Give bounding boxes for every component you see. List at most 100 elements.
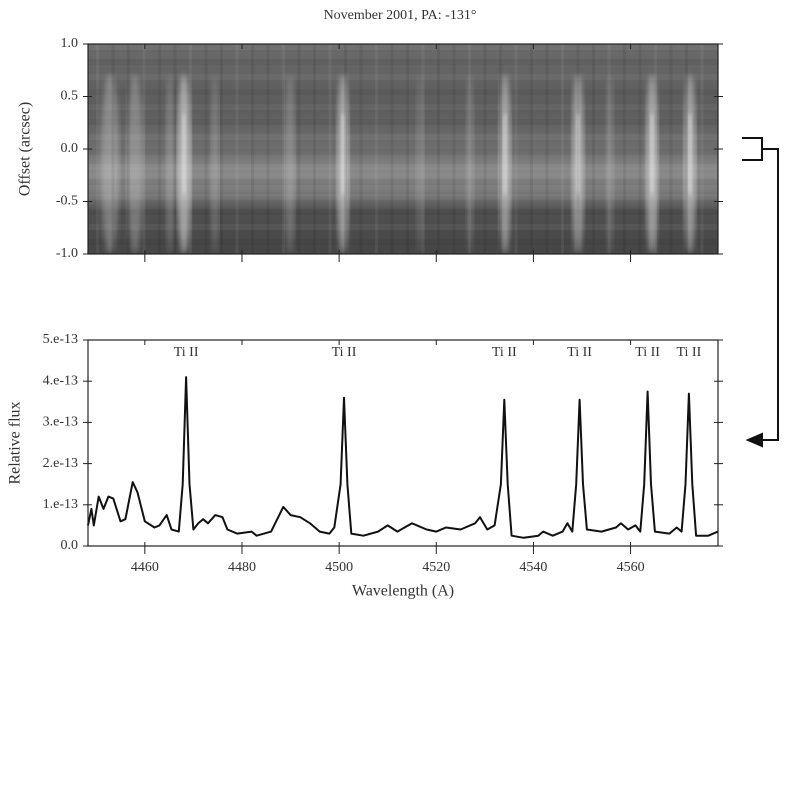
image-streak <box>466 74 474 254</box>
image-band <box>88 59 718 65</box>
image-streak-core <box>341 114 345 194</box>
image-band <box>88 104 718 110</box>
arrow-head <box>745 432 763 448</box>
x-tick-label: 4480 <box>228 560 256 575</box>
image-streak <box>606 74 614 254</box>
image-streak-faint <box>545 44 549 254</box>
y-tick-label: 3.e-13 <box>43 415 78 430</box>
image-streak-faint <box>452 44 456 254</box>
image-streak-faint <box>282 44 285 254</box>
image-band <box>88 149 718 155</box>
image-streak-faint <box>142 44 146 254</box>
image-streak-faint <box>514 44 518 254</box>
line-annotation: Ti II <box>332 345 357 360</box>
image-streak-faint <box>654 44 657 254</box>
image-streak-faint <box>313 44 316 254</box>
y-tick-label: -0.5 <box>56 194 78 209</box>
y-tick-label: -1.0 <box>56 246 78 261</box>
y-tick-label: 4.e-13 <box>43 373 78 388</box>
y-tick-label: 0.5 <box>61 89 79 104</box>
image-streak-faint <box>576 44 580 254</box>
image-streak-core <box>688 114 692 194</box>
image-streak-faint <box>266 44 270 254</box>
image-streak-faint <box>530 44 533 254</box>
image-streak-faint <box>406 44 409 254</box>
x-tick-label: 4560 <box>617 560 645 575</box>
image-band <box>88 179 718 185</box>
image-streak-faint <box>251 44 254 254</box>
image-band <box>88 134 718 140</box>
y-tick-label: 0.0 <box>61 538 79 553</box>
spectral-image <box>88 44 718 254</box>
image-streak-faint <box>390 44 394 254</box>
x-tick-label: 4540 <box>519 560 547 575</box>
plot-frame <box>87 339 719 547</box>
image-streak-core <box>503 114 507 194</box>
image-streak-faint <box>127 44 130 254</box>
image-streak-faint <box>344 44 347 254</box>
image-band <box>88 44 718 50</box>
image-band <box>88 119 718 125</box>
image-streak-faint <box>421 44 425 254</box>
image-streak-faint <box>220 44 223 254</box>
image-band <box>88 164 718 170</box>
image-streak-core <box>576 114 580 194</box>
x-tick-label: 4500 <box>325 560 353 575</box>
y-tick-label: 5.e-13 <box>43 332 78 347</box>
image-streak <box>285 74 295 254</box>
bracket-arrow <box>742 137 779 448</box>
image-streak-faint <box>158 44 161 254</box>
line-annotation: Ti II <box>492 345 517 360</box>
image-streak-faint <box>638 44 642 254</box>
line-annotation: Ti II <box>174 345 199 360</box>
x-tick-label: 4460 <box>131 560 159 575</box>
x-axis-label: Wavelength (A) <box>352 583 454 600</box>
line-annotation: Ti II <box>635 345 660 360</box>
image-band <box>88 224 718 230</box>
image-streak-core <box>650 114 654 194</box>
image-streak <box>166 74 174 254</box>
image-streak <box>416 74 424 254</box>
x-tick-label: 4520 <box>422 560 450 575</box>
image-streak-faint <box>111 44 115 254</box>
image-band <box>88 239 718 245</box>
image-streak-core <box>182 114 186 194</box>
image-streak-faint <box>685 44 688 254</box>
line-annotation: Ti II <box>676 345 701 360</box>
image-band <box>88 209 718 215</box>
image-band <box>88 89 718 95</box>
y-tick-label: 1.e-13 <box>43 497 78 512</box>
image-streak-faint <box>561 44 564 254</box>
image-streak-faint <box>297 44 301 254</box>
image-streak-faint <box>700 44 704 254</box>
image-streak <box>211 74 219 254</box>
chart-title: November 2001, PA: -131° <box>324 8 477 23</box>
image-streak-faint <box>607 44 611 254</box>
y-tick-label: 1.0 <box>61 36 79 51</box>
line-annotation: Ti II <box>567 345 592 360</box>
image-streak-faint <box>623 44 626 254</box>
y-axis-label: Relative flux <box>7 401 24 484</box>
y-tick-label: 0.0 <box>61 141 79 156</box>
image-streak-faint <box>359 44 363 254</box>
image-streak <box>101 74 119 254</box>
spectrum-line <box>87 376 719 539</box>
y-tick-label: 2.e-13 <box>43 456 78 471</box>
image-streak-faint <box>468 44 471 254</box>
image-streak-faint <box>592 44 595 254</box>
connector <box>755 148 779 441</box>
image-streak-faint <box>375 44 378 254</box>
image-streak-faint <box>96 44 99 254</box>
image-streak-faint <box>437 44 440 254</box>
image-streak-faint <box>669 44 673 254</box>
image-streak <box>127 74 143 254</box>
y-axis-label: Offset (arcsec) <box>17 102 34 196</box>
image-streak-faint <box>483 44 487 254</box>
image-streak-faint <box>173 44 177 254</box>
image-streak-faint <box>204 44 208 254</box>
image-streak-faint <box>499 44 502 254</box>
image-streak-faint <box>235 44 239 254</box>
image-band <box>88 194 718 200</box>
bracket <box>742 137 763 161</box>
